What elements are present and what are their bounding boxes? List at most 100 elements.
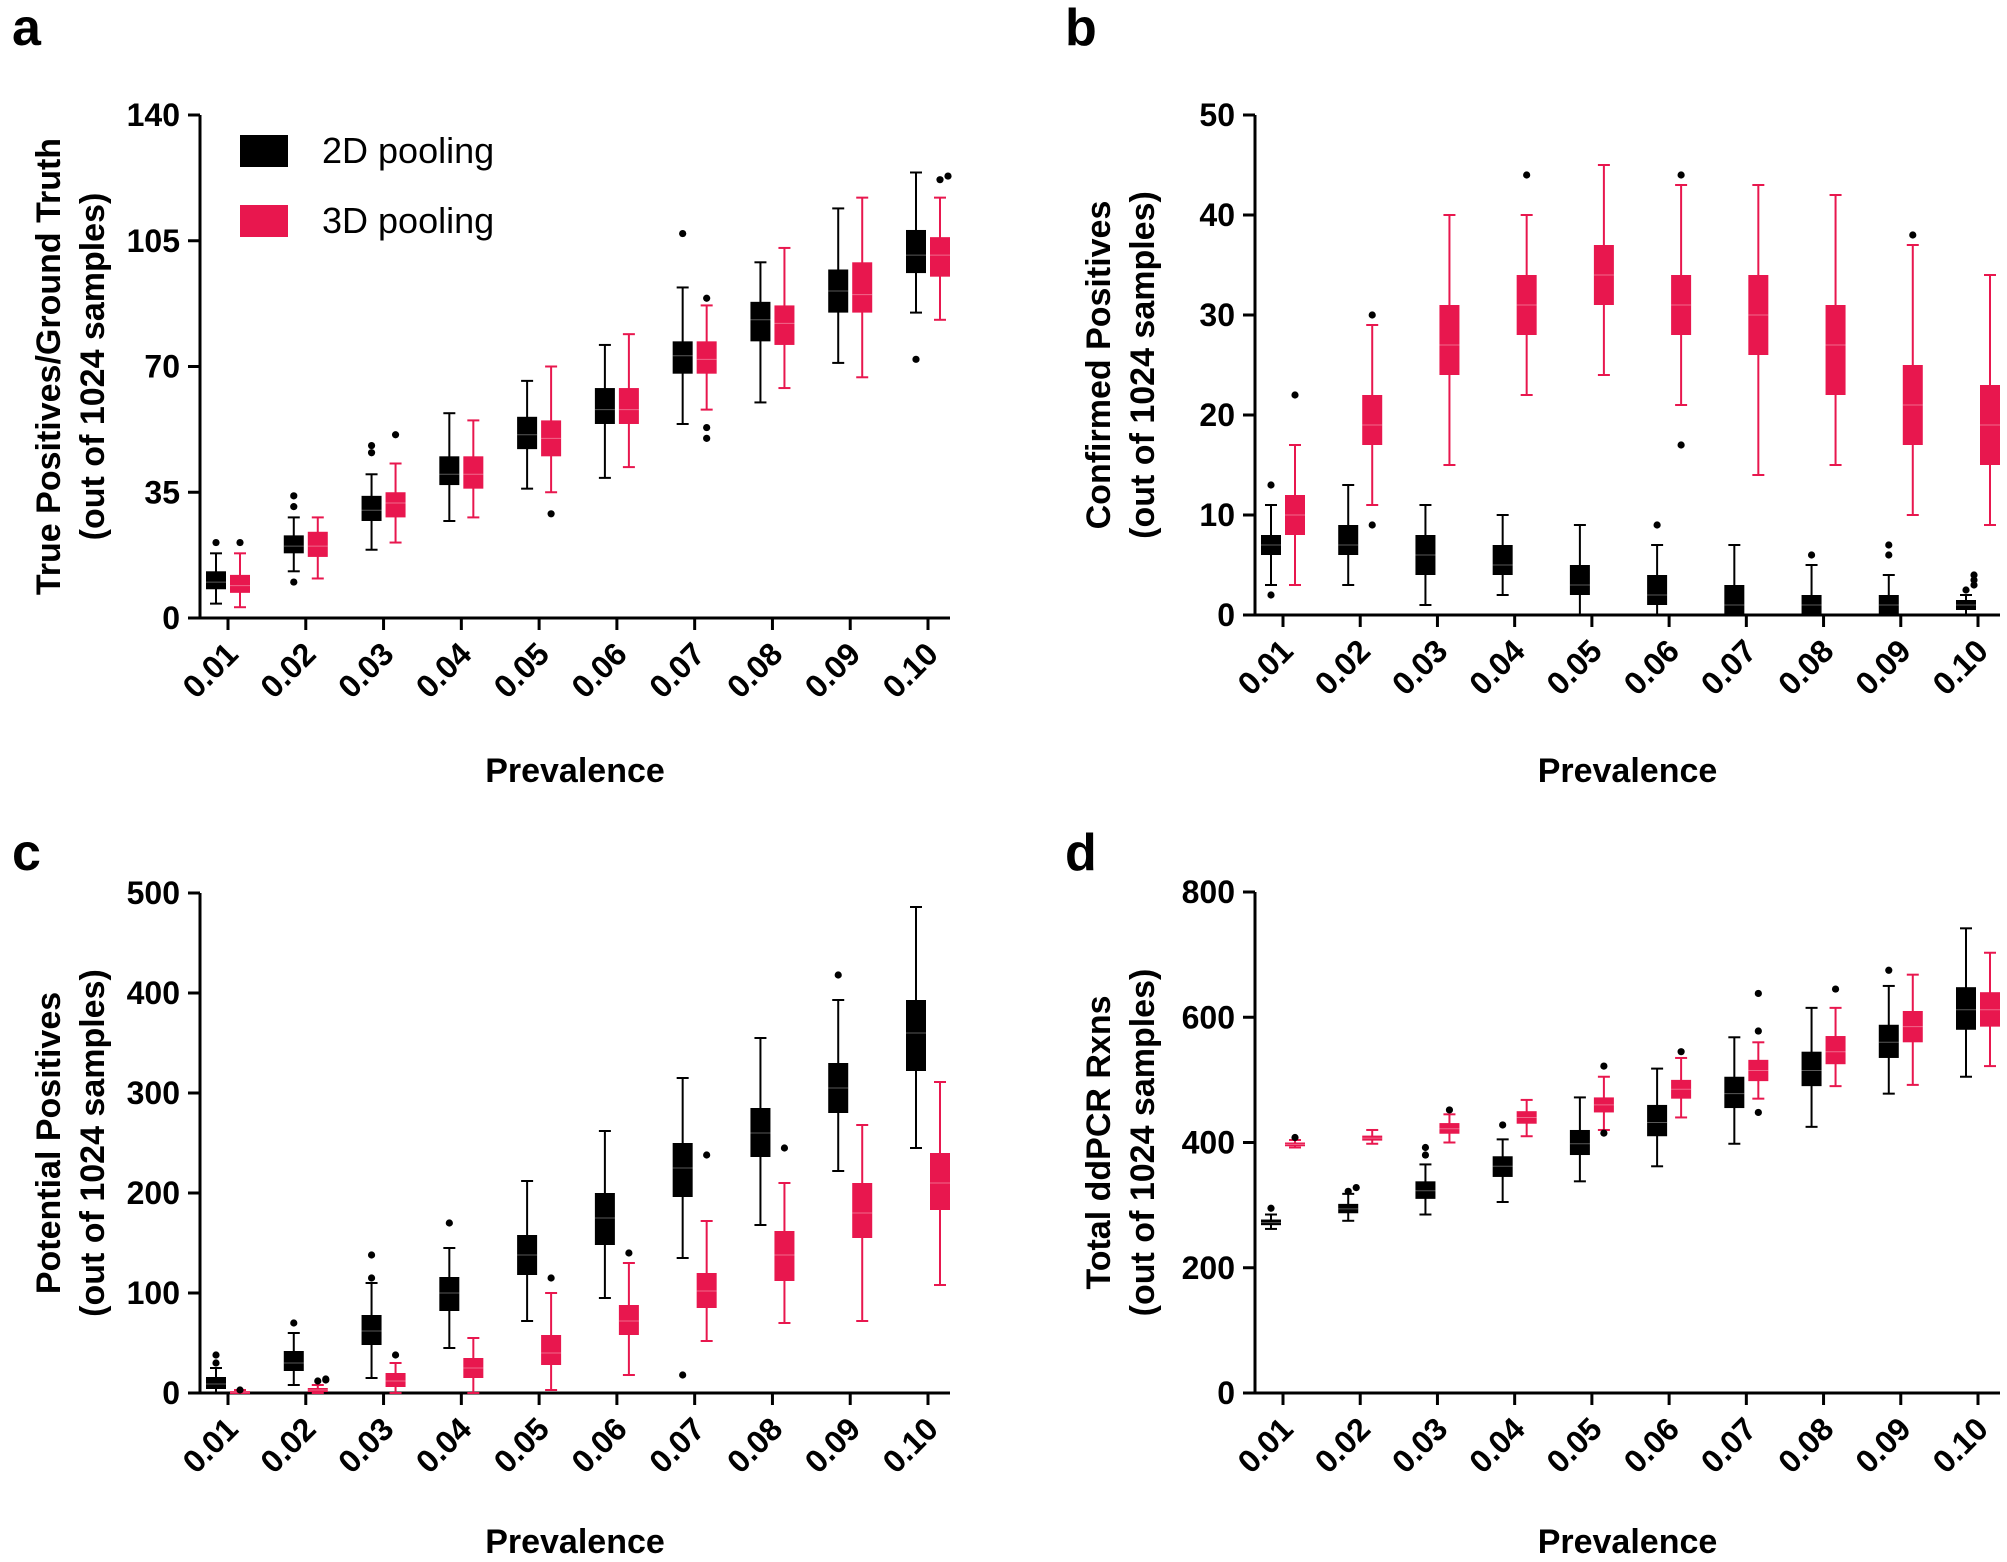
x-tick-label: 0.04 [409,635,479,705]
x-tick-label: 0.09 [798,1410,867,1479]
x-tick-label: 0.08 [720,1410,789,1479]
outlier-point [1831,985,1840,993]
box-iqr [1724,1076,1745,1109]
box-iqr [1825,1036,1846,1065]
x-tick-label: 0.01 [1230,1410,1299,1479]
legend-label-2d: 2D pooling [322,130,494,171]
box-iqr [1516,1111,1537,1124]
box-iqr [1338,525,1359,555]
box-iqr [1878,595,1899,615]
box-iqr [439,1277,460,1311]
box-iqr [594,388,615,424]
x-tick-label: 0.07 [642,635,711,704]
y-tick-label: 0 [162,600,180,636]
outlier-point [1291,391,1299,399]
box-iqr [696,341,717,374]
box-iqr [1878,1024,1899,1058]
outlier-point [1970,581,1978,589]
x-tick-label: 0.04 [1462,632,1532,702]
box-iqr [439,456,460,486]
box-iqr [463,456,484,489]
x-axis-title: Prevalence [1538,1523,1718,1561]
box-iqr [1801,595,1822,615]
outlier-point [290,578,298,586]
x-tick-label: 0.09 [1848,632,1917,701]
y-tick-label: 140 [127,97,180,133]
outlier-point [1352,1183,1360,1192]
box-iqr [594,1193,615,1245]
x-tick-label: 0.09 [1848,1410,1917,1479]
outlier-point [703,1151,711,1159]
x-tick-label: 0.04 [1462,1410,1532,1480]
box-iqr [1902,365,1923,445]
box-iqr [906,1000,926,1071]
panel-a: a 0 35 70 105 140 0.01 0.02 0.03 0.04 0.05 0.06 0.07… [12,0,952,790]
outlier-point [290,1319,298,1327]
x-tick-label: 0.02 [253,1410,322,1479]
outlier-point [625,1249,633,1257]
y-tick-label: 800 [1182,874,1235,910]
box-iqr [618,388,639,424]
y-tick-label: 500 [127,875,180,911]
box-iqr [1439,305,1460,375]
outlier-point [679,229,687,238]
outlier-point [1267,1204,1275,1212]
box-iqr [774,1231,795,1281]
outlier-point [236,1386,244,1394]
y-tick-label: 105 [127,223,180,259]
series-3d [230,1081,950,1394]
outlier-point [290,492,298,500]
x-tick-label: 0.08 [720,635,789,704]
x-tick-label: 0.04 [409,1410,479,1480]
box-iqr [385,492,406,518]
x-tick-label: 0.07 [642,1410,711,1479]
box-iqr [1724,585,1745,615]
panel-label-c: c [12,824,41,882]
legend-swatch-3d [240,205,288,237]
outlier-point [936,176,944,184]
x-tick-label: 0.08 [1771,632,1840,701]
y-tick-label: 70 [144,349,180,385]
outlier-point [1421,1143,1430,1152]
box-iqr [1647,1104,1668,1137]
outlier-point [1885,966,1893,974]
box-iqr [1801,1051,1822,1087]
x-axis-title: Prevalence [485,752,665,790]
outlier-point [290,503,298,511]
y-tick-label: 600 [1182,999,1235,1035]
box-iqr [1980,385,2000,465]
outlier-point [1677,171,1685,179]
outlier-point [912,355,920,363]
x-tick-label: 0.08 [1771,1410,1840,1479]
box-iqr [1593,245,1614,305]
panel-label-d: d [1065,824,1097,882]
box-iqr [361,495,382,521]
outlier-point [1677,441,1685,449]
y-tick-label: 0 [1217,1375,1235,1411]
series-2d [1261,481,1978,616]
x-tick-label: 0.01 [175,1410,244,1479]
legend: 2D pooling 3D pooling [240,130,494,241]
box-iqr [1516,275,1537,335]
x-tick-label: 0.01 [1230,632,1299,701]
outlier-point [1754,989,1762,998]
box-iqr [307,1388,328,1392]
x-tick-label: 0.03 [331,1410,400,1479]
box-iqr [1285,1142,1305,1147]
y-tick-label: 35 [144,474,180,510]
box-iqr [206,571,226,590]
outlier-point [1754,1108,1762,1117]
series-2d [206,171,926,605]
outlier-point [1677,1048,1685,1056]
box-iqr [1261,535,1281,555]
box-iqr [618,1305,639,1335]
box-iqr [930,1153,950,1210]
box-iqr [307,531,328,557]
outlier-point [834,971,842,979]
outlier-point [1523,171,1531,179]
box-iqr [750,1108,771,1157]
x-tick-label: 0.02 [253,635,322,704]
box-iqr [1825,305,1846,395]
box-iqr [774,305,795,345]
y-tick-label: 100 [127,1275,180,1311]
